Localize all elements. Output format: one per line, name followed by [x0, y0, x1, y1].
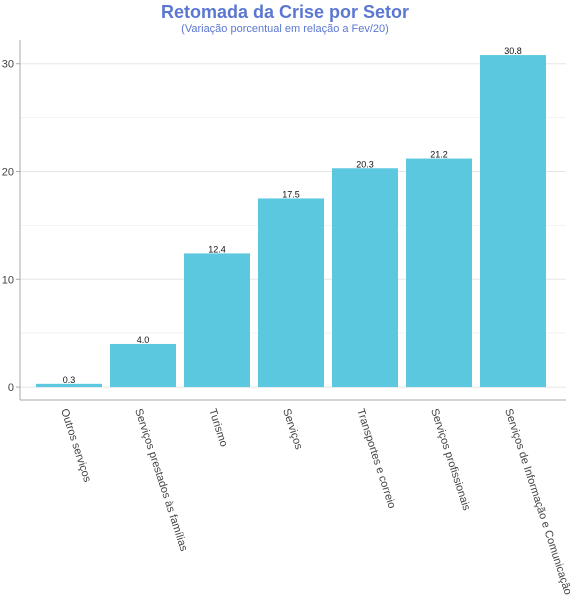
data-label: 0.3: [63, 375, 76, 385]
bar: [184, 253, 250, 388]
y-tick-label: 30: [2, 59, 14, 71]
x-tick-label: Serviços profissionais: [428, 407, 472, 512]
data-label: 20.3: [356, 159, 374, 169]
data-label: 17.5: [282, 189, 300, 199]
y-tick-label: 20: [2, 166, 14, 178]
y-axis-ticks: 0 10 20 30: [2, 59, 20, 394]
bar: [258, 198, 324, 388]
gridlines: [20, 63, 566, 388]
x-tick-label: Serviços: [280, 407, 305, 451]
data-label: 21.2: [430, 150, 448, 160]
data-label: 30.8: [504, 46, 522, 56]
x-tick-label: Outros serviços: [58, 407, 93, 484]
bar: [332, 168, 398, 388]
x-tick-label: Transportes e correio: [354, 407, 398, 510]
bar: [480, 55, 546, 388]
bar: [110, 343, 176, 388]
chart-title: Retomada da Crise por Setor: [160, 2, 410, 22]
chart-subtitle: (Variação porcentual em relação a Fev/20…: [181, 23, 389, 35]
x-tick-label: Turismo: [206, 407, 230, 448]
x-axis-labels: Outros serviços Serviços prestados às fam…: [58, 407, 570, 596]
bar: [36, 383, 102, 388]
x-tick-label: Serviços de Informação e Comunicação: [502, 407, 570, 596]
data-labels: 0.3 4.0 12.4 17.5 20.3 21.2 30.8: [63, 46, 522, 385]
data-label: 12.4: [208, 244, 226, 254]
bar: [406, 158, 472, 388]
x-tick-label: Serviços prestados às famílias: [132, 407, 190, 553]
data-label: 4.0: [137, 335, 150, 345]
y-tick-label: 10: [2, 274, 14, 286]
y-tick-label: 0: [8, 382, 14, 394]
bars: [36, 55, 546, 388]
